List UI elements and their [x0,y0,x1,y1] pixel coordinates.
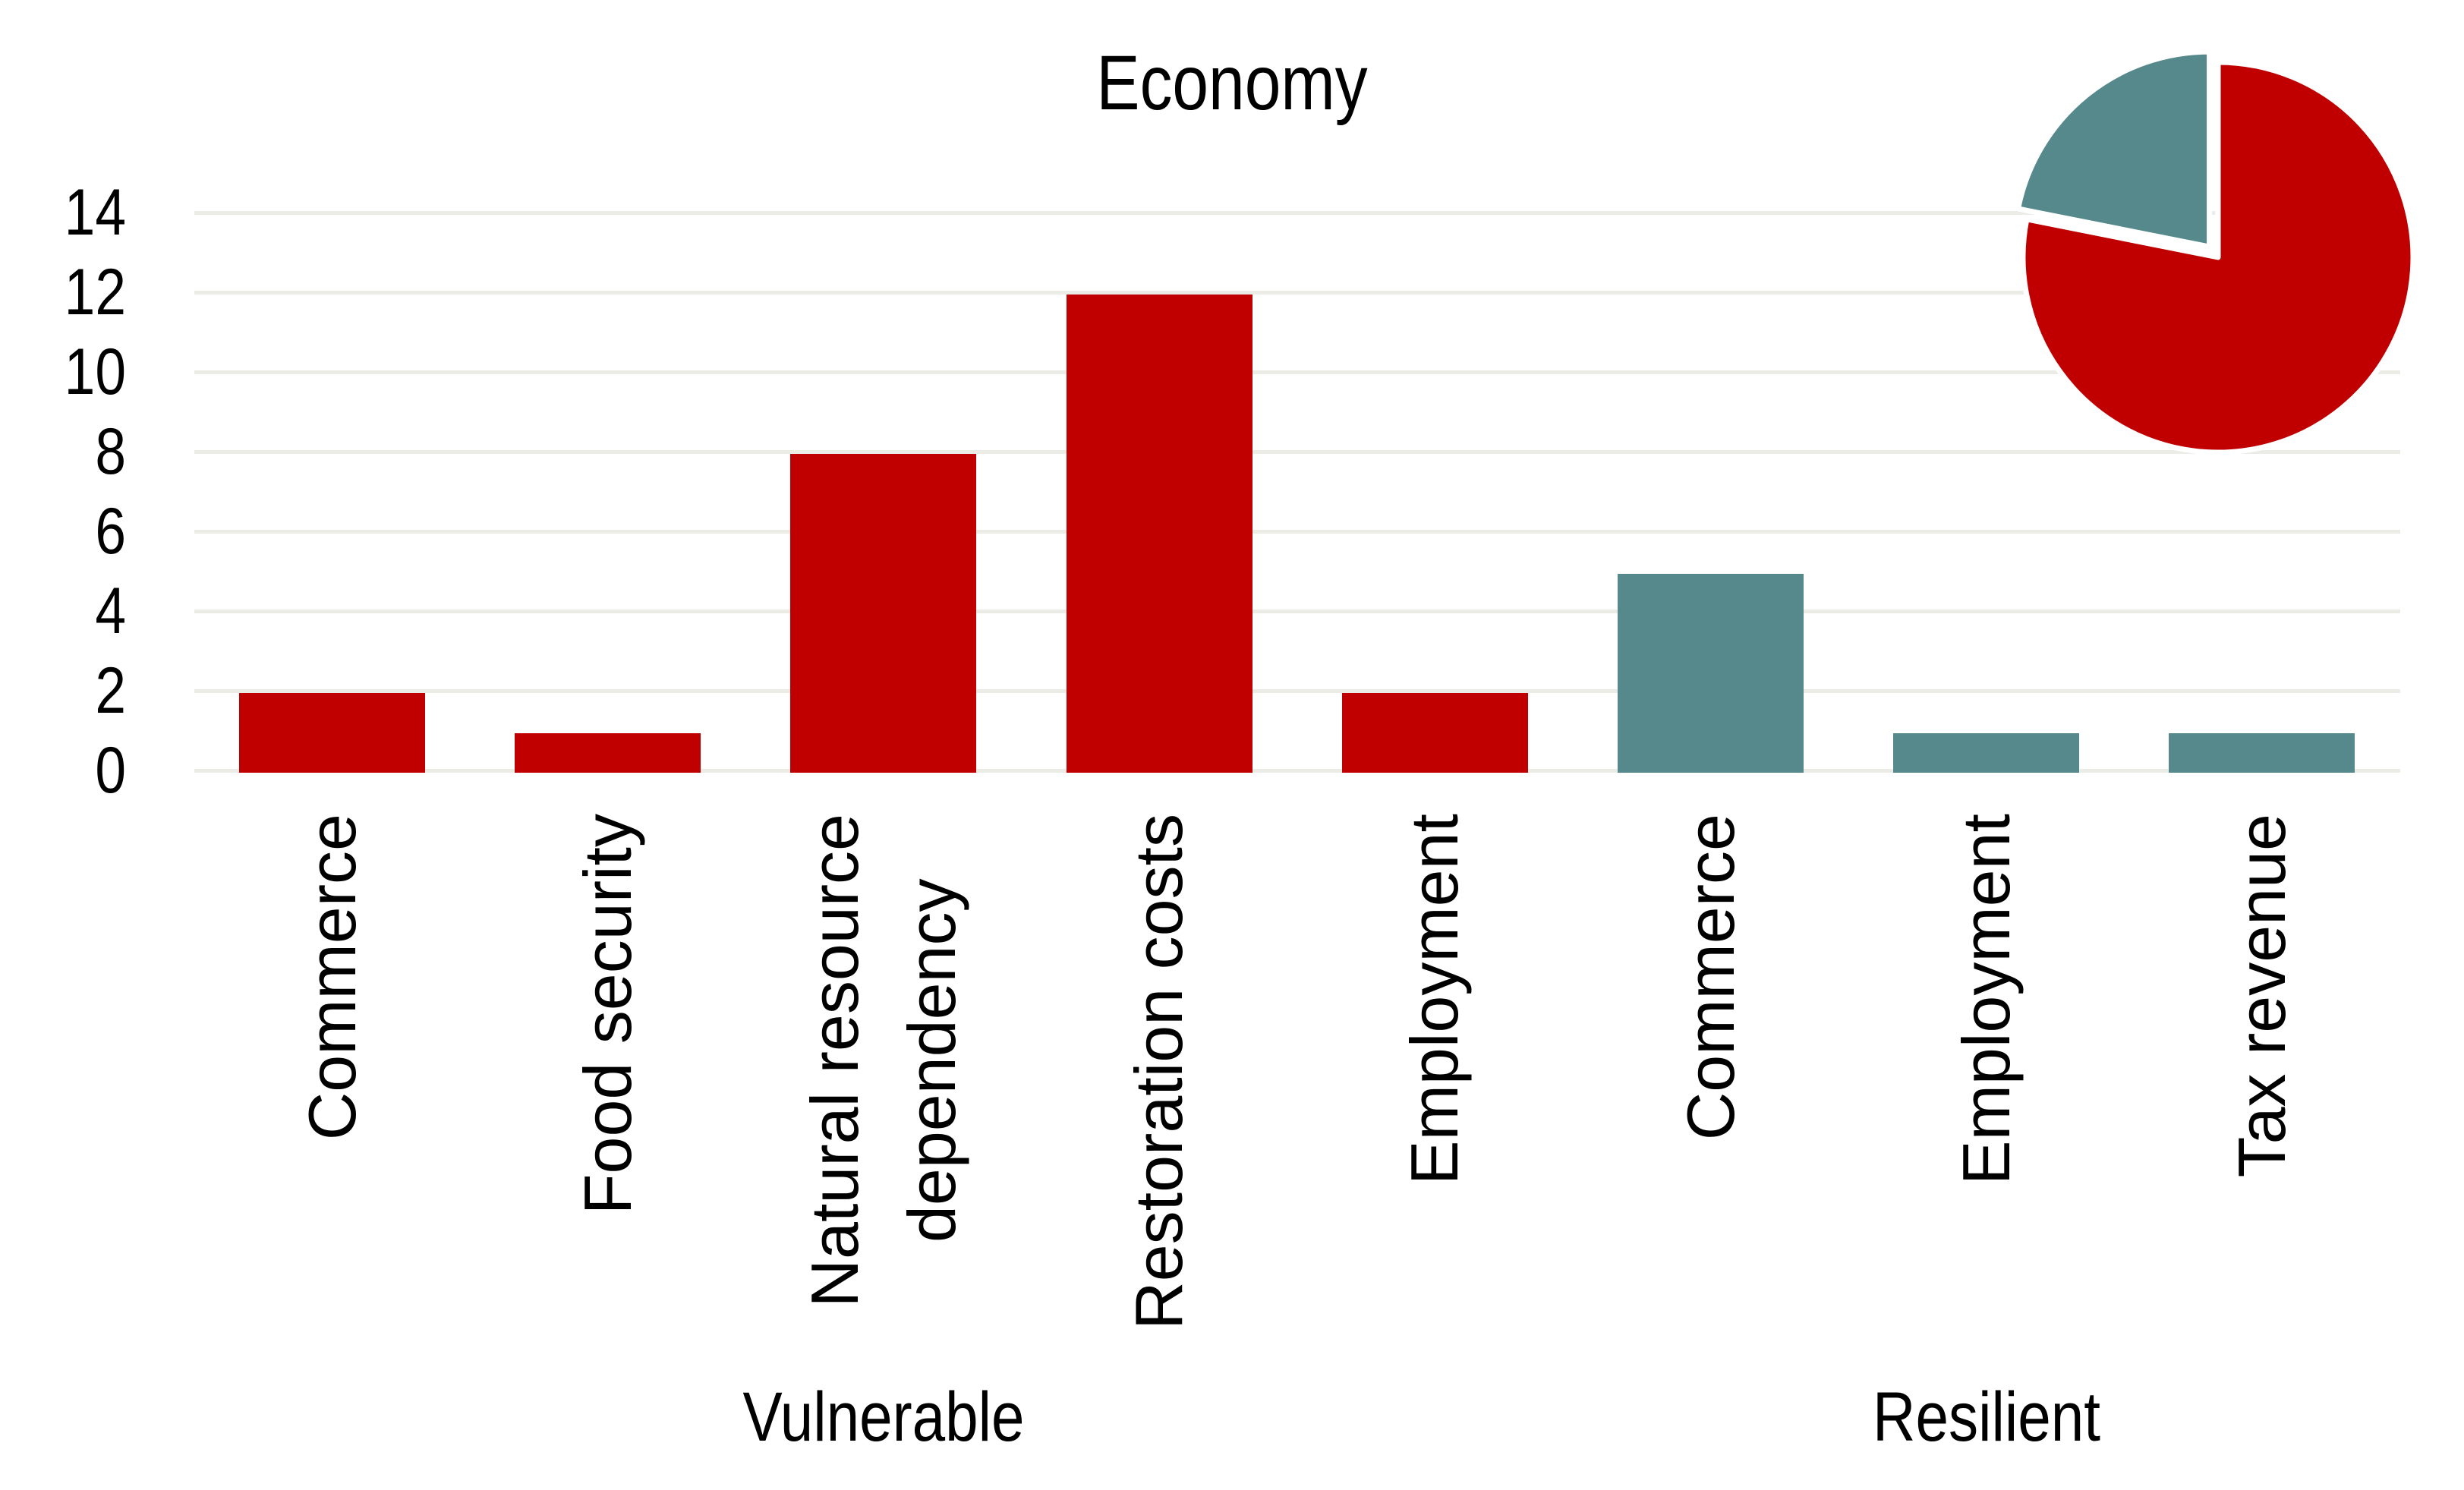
y-tick-label-4: 4 [95,575,126,647]
category-label-employment: Employment [1397,814,1473,1186]
gridline-y-4 [194,610,2400,613]
bar-vulnerable-food-security [515,732,701,773]
bar-resilient-commerce [1618,573,1804,773]
bar-vulnerable-commerce [239,693,425,773]
y-tick-label-8: 8 [95,415,126,488]
category-label-natural-resource-dependency-wrap: Natural resource dependency [770,814,997,1345]
category-label-employment-wrap: Employment [1321,814,1549,1345]
category-label-commerce: Commerce [1672,814,1748,1141]
category-label-commerce: Commerce [294,814,370,1141]
category-label-tax-revenue: Tax revenue [2224,814,2300,1178]
y-tick-label-14: 14 [64,176,126,249]
category-label-food-security-wrap: Food security [494,814,722,1345]
y-tick-label-6: 6 [95,495,126,568]
gridline-y-12 [194,291,2400,295]
group-label-vulnerable: Vulnerable [742,1378,1025,1456]
inset-pie-chart [2015,49,2416,455]
bar-resilient-employment [1893,732,2080,773]
gridline-y-0 [194,769,2400,773]
category-label-restoration-costs-wrap: Restoration costs [1045,814,1273,1345]
category-label-commerce-wrap: Commerce [219,814,446,1345]
bar-vulnerable-natural-resource-dependency [790,454,977,773]
category-label-employment-wrap: Employment [1873,814,2100,1345]
y-tick-label-12: 12 [64,256,126,329]
category-label-restoration-costs: Restoration costs [1121,814,1197,1330]
pie-slice-resilient [2015,49,2213,250]
bar-vulnerable-restoration-costs [1066,295,1252,773]
gridline-y-8 [194,450,2400,454]
category-label-employment: Employment [1948,814,2024,1186]
group-label-resilient: Resilient [1872,1378,2100,1456]
y-tick-label-10: 10 [64,335,126,408]
gridline-y-2 [194,689,2400,693]
y-tick-label-2: 2 [95,654,126,727]
gridline-y-10 [194,370,2400,374]
category-label-food-security: Food security [569,814,645,1215]
category-label-natural-resource-dependency: Natural resource dependency [797,814,969,1308]
gridline-y-6 [194,530,2400,534]
bar-resilient-tax-revenue [2169,732,2355,773]
gridline-y-14 [194,211,2400,215]
category-label-commerce-wrap: Commerce [1597,814,1825,1345]
chart-title: Economy [1096,39,1368,126]
y-tick-label-0: 0 [95,734,126,807]
bar-vulnerable-employment [1341,693,1528,773]
pie-slice-vulnerable [2020,59,2416,455]
category-label-tax-revenue-wrap: Tax revenue [2148,814,2376,1345]
